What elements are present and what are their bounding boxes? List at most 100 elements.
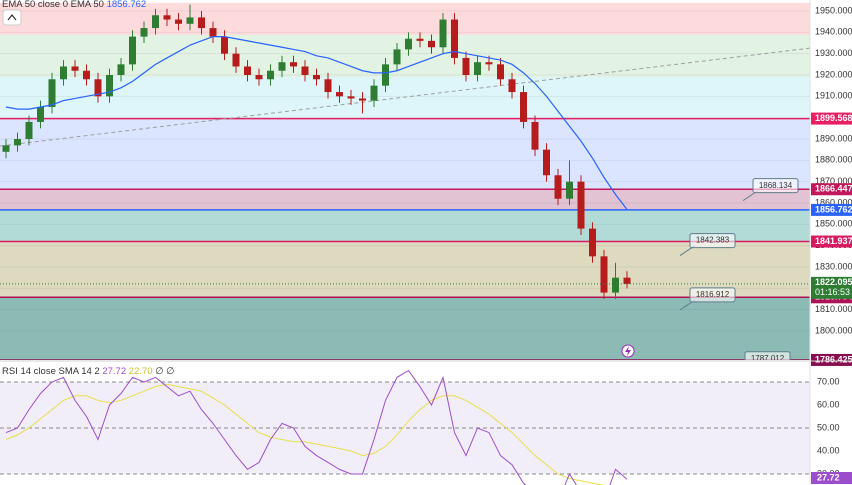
candle-body xyxy=(117,64,125,76)
zone xyxy=(0,2,810,35)
candle-body xyxy=(554,175,562,199)
candle-body xyxy=(2,145,10,152)
candle-body xyxy=(94,79,102,97)
candle-body xyxy=(152,15,159,29)
callout-box xyxy=(752,178,799,194)
candle-body xyxy=(209,28,217,37)
y-tick-label: 1890.000 xyxy=(815,133,852,143)
y-tick-label: 1950.000 xyxy=(815,5,852,15)
zone xyxy=(0,77,810,119)
candle-body xyxy=(175,19,182,24)
level-label-bg xyxy=(811,112,852,125)
candle-body xyxy=(244,66,251,76)
legend-text: EMA 50 close 0 EMA 50 xyxy=(2,0,104,10)
candle-body xyxy=(336,92,343,97)
candle-body xyxy=(278,62,286,71)
candle-body xyxy=(577,181,585,229)
candle-body xyxy=(37,107,44,122)
candle-body xyxy=(566,181,573,199)
y-tick-label: 1810.000 xyxy=(815,304,852,314)
candle-body xyxy=(428,40,435,48)
callout-box xyxy=(689,233,736,249)
rsi-value-label: 27.72 xyxy=(817,472,840,482)
candle-body xyxy=(600,256,608,293)
candle-body xyxy=(543,149,550,176)
level-label: 1841.937 xyxy=(815,236,852,246)
candle-body xyxy=(439,19,447,48)
callout-box xyxy=(744,351,791,360)
zone xyxy=(0,209,810,242)
y-tick-label: 1880.000 xyxy=(815,155,852,165)
candle-body xyxy=(382,64,389,86)
candle-body xyxy=(520,92,527,122)
y-tick-label: 1920.000 xyxy=(815,69,852,79)
candle-body xyxy=(232,53,240,67)
candle-body xyxy=(198,17,205,29)
zone xyxy=(0,241,810,298)
legend-text: ∅ ∅ xyxy=(155,366,174,377)
candle-body xyxy=(290,62,297,67)
y-tick-label: 50.00 xyxy=(817,422,840,432)
y-tick-label: 1910.000 xyxy=(815,91,852,101)
y-tick-label: 1830.000 xyxy=(815,261,852,271)
countdown-label: 01:16:53 xyxy=(815,287,850,297)
level-label-bg xyxy=(811,235,852,248)
last-price-bg xyxy=(811,276,852,299)
legend-value: 1856.762 xyxy=(107,0,147,10)
candle-body xyxy=(324,79,332,93)
candle-body xyxy=(267,70,274,80)
candle-body xyxy=(129,36,136,65)
level-label-bg xyxy=(811,183,852,196)
callout-label: 1842.383 xyxy=(696,236,730,245)
callout-label: 1816.912 xyxy=(696,290,730,299)
ema-line xyxy=(5,36,628,210)
candle-body xyxy=(71,66,79,71)
legend-value: 27.72 xyxy=(102,366,126,377)
candle-body xyxy=(221,36,228,54)
candle-body xyxy=(25,121,33,139)
candle-body xyxy=(301,66,309,76)
rsi-pane xyxy=(0,369,810,485)
last-price-label: 1822.095 xyxy=(815,277,852,287)
collapse-icon xyxy=(7,14,17,21)
y-tick-label: 40.00 xyxy=(817,445,840,455)
zone xyxy=(0,118,810,190)
zone xyxy=(0,297,810,360)
candle-body xyxy=(393,49,401,65)
legend-text: RSI 14 close SMA 14 2 xyxy=(2,366,100,377)
candle-body xyxy=(48,79,56,108)
legend-value: 22.70 xyxy=(129,366,153,377)
candle-body xyxy=(405,38,412,50)
level-label: 1786.425 xyxy=(815,354,852,364)
candle-body xyxy=(359,98,366,101)
level-label: 1856.762 xyxy=(815,204,852,214)
candle-body xyxy=(531,121,539,150)
candle-body xyxy=(497,64,504,80)
candle-body xyxy=(140,28,148,37)
rsi-value-bg xyxy=(811,472,852,484)
level-label: 1899.568 xyxy=(815,113,852,123)
y-tick-label: 1800.000 xyxy=(815,325,852,335)
candle-body xyxy=(60,66,67,80)
callout-label: 1787.012 xyxy=(751,354,785,363)
candle-body xyxy=(589,228,596,257)
candle-body xyxy=(106,75,113,97)
candle-body xyxy=(416,38,424,41)
y-tick-label: 1870.000 xyxy=(815,176,852,186)
y-tick-label: 70.00 xyxy=(817,376,840,386)
rsi-line xyxy=(5,369,628,485)
candle-body xyxy=(370,85,378,101)
level-label-bg xyxy=(811,203,852,216)
callout-label: 1868.134 xyxy=(759,181,793,190)
rsi-legend: RSI 14 close SMA 14 2 27.72 22.70 ∅ ∅ xyxy=(2,366,174,377)
y-tick-label: 1850.000 xyxy=(815,219,852,229)
y-tick-label: 60.00 xyxy=(817,399,840,409)
trend-line xyxy=(0,47,810,147)
candle-body xyxy=(508,79,516,93)
ema-legend: EMA 50 close 0 EMA 50 1856.762 xyxy=(2,0,146,10)
collapse-button[interactable] xyxy=(2,9,22,26)
level-label-bg xyxy=(811,353,852,366)
candle-body xyxy=(451,19,458,58)
level-label: 1866.447 xyxy=(815,184,852,194)
